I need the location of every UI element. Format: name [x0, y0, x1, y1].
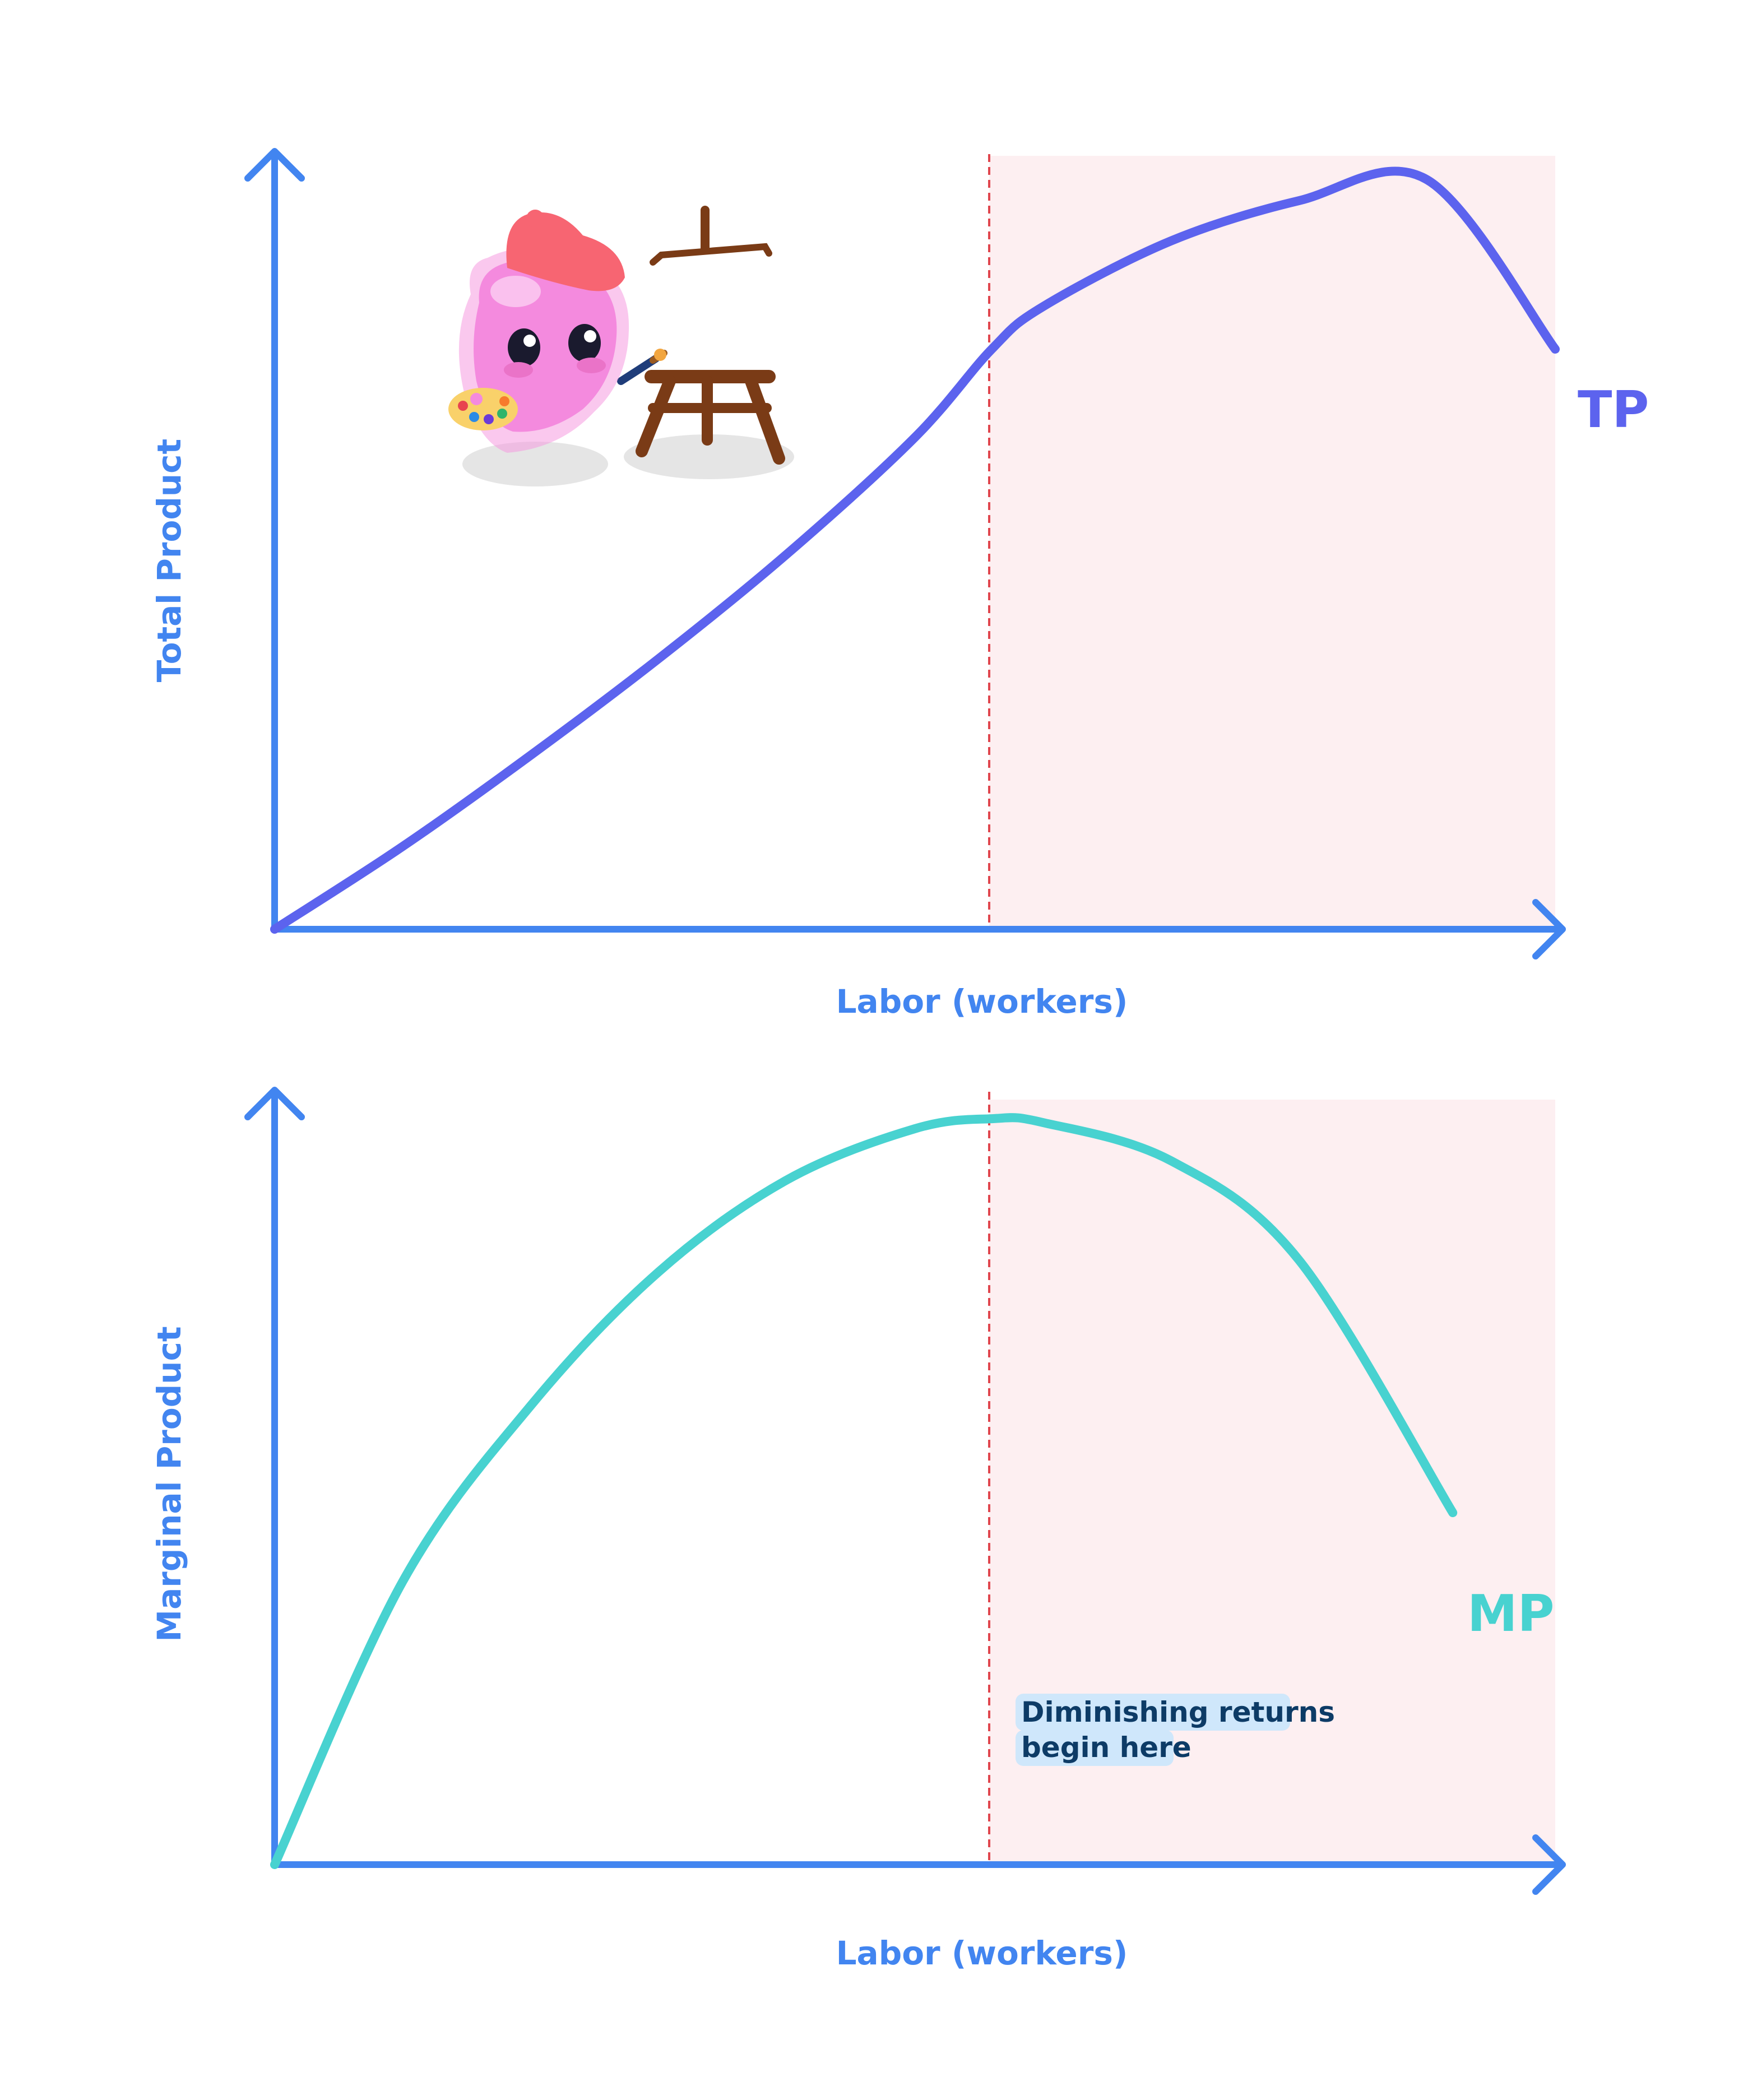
marginal-product-chart: MP Diminishing returns begin here Margin… — [150, 1087, 1566, 1972]
x-axis-title-bottom: Labor (workers) — [836, 1934, 1128, 1972]
x-axis-arrowhead-bottom — [1532, 1834, 1566, 1895]
paint-palette-icon — [448, 388, 518, 430]
y-axis-title-top: Total Product — [150, 439, 188, 683]
tp-curve — [270, 166, 1560, 934]
total-product-chart: TP Total Product Labor (workers) — [150, 148, 1649, 1021]
y-axis-title-bottom: Marginal Product — [150, 1326, 188, 1642]
x-axis-title-top: Labor (workers) — [836, 982, 1128, 1021]
mp-series-label: MP — [1467, 1584, 1555, 1643]
annotation-line-2: begin here — [1021, 1731, 1192, 1764]
y-axis-arrowhead-bottom — [244, 1087, 305, 1120]
diminishing-returns-region-top — [989, 156, 1555, 929]
painter-mascot-icon — [448, 206, 794, 486]
annotation-line-1: Diminishing returns — [1021, 1696, 1335, 1728]
tp-series-label: TP — [1578, 381, 1649, 439]
mp-curve — [270, 1113, 1458, 1869]
x-axis-arrowhead-top — [1532, 899, 1566, 959]
diminishing-returns-annotation: Diminishing returns begin here — [1016, 1694, 1335, 1766]
easel-icon — [636, 206, 785, 465]
y-axis-arrowhead-top — [244, 148, 305, 182]
